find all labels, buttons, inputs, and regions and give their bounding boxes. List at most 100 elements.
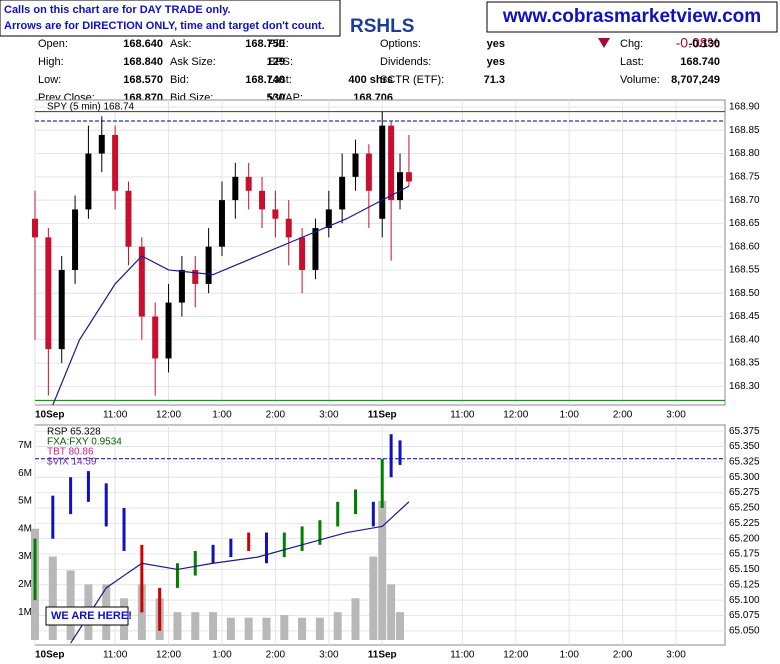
notice: Calls on this chart are for DAY TRADE on… — [4, 4, 231, 16]
y-tick-label: 168.80 — [729, 148, 760, 159]
volume-tick-label: 1M — [18, 607, 32, 618]
candle-body — [388, 125, 395, 201]
quote-label: Last: — [268, 74, 292, 86]
price-bar — [371, 501, 375, 527]
y-tick-label: 168.75 — [729, 171, 760, 182]
x-tick-label: 1:00 — [559, 650, 579, 659]
candle-body — [98, 134, 105, 154]
x-tick-label: 2:00 — [266, 410, 286, 421]
y-tick-label: 65.100 — [729, 595, 760, 606]
price-bar — [247, 532, 251, 551]
quote-value: 168.840 — [123, 56, 163, 68]
y-tick-label: 168.30 — [729, 381, 760, 392]
y-tick-label: 168.65 — [729, 218, 760, 229]
x-tick-label: 11:00 — [450, 650, 475, 659]
volume-bar — [333, 612, 342, 640]
moving-average — [52, 185, 410, 406]
price-bar — [318, 520, 322, 545]
quote-value: yes — [487, 56, 505, 68]
candle-body — [312, 228, 319, 270]
volume-bar — [209, 612, 218, 640]
volume-bar — [244, 617, 253, 640]
y-tick-label: 65.225 — [729, 518, 760, 529]
candle-body — [152, 316, 159, 359]
price-bar — [336, 501, 340, 527]
candle-body — [339, 176, 346, 210]
y-tick-label: 65.200 — [729, 533, 760, 544]
volume-tick-label: 2M — [18, 579, 32, 590]
y-tick-label: 65.125 — [729, 579, 760, 590]
quote-value: -0.130 — [689, 38, 720, 50]
volume-bar — [66, 570, 75, 640]
volume-tick-label: 6M — [18, 468, 32, 479]
volume-bar — [262, 617, 271, 640]
quote-value: 168.640 — [123, 38, 163, 50]
candle-body — [397, 172, 404, 201]
symbol-title: RSHLS — [350, 16, 414, 37]
volume-bar — [369, 556, 378, 640]
y-tick-label: 65.275 — [729, 487, 760, 498]
quote-label: Last: — [620, 56, 644, 68]
quote-value: 400 shrs — [348, 74, 393, 86]
price-bar — [389, 434, 393, 478]
volume-bar — [48, 556, 57, 640]
down-arrow — [598, 38, 610, 48]
site-box — [486, 1, 778, 33]
candle-body — [259, 190, 266, 210]
volume-bar — [351, 598, 360, 640]
legend-entry: RSP 65.328 — [47, 427, 101, 438]
notice: Arrows are for DIRECTION ONLY, time and … — [4, 20, 325, 32]
x-tick-label: 3:00 — [666, 650, 686, 659]
price-bar — [51, 495, 55, 539]
annotation-box — [45, 606, 129, 626]
volume-tick-label: 4M — [18, 523, 32, 534]
x-tick-label: 2:00 — [613, 650, 633, 659]
quote-label: Ask Size: — [170, 56, 216, 68]
x-tick-label: 10Sep — [35, 650, 64, 659]
price-bar — [140, 544, 144, 613]
annotation: WE ARE HERE! — [51, 610, 132, 622]
price-bar — [104, 483, 108, 527]
quote-value: 168.750 — [245, 38, 285, 50]
quote-label: P/E: — [268, 38, 289, 50]
y-tick-label: 168.60 — [729, 241, 760, 252]
candle-body — [379, 125, 386, 219]
candle-body — [325, 209, 332, 229]
quote-label: Dividends: — [380, 56, 431, 68]
candle-body — [72, 209, 79, 270]
notice-box — [0, 0, 341, 37]
quote-value: 168.740 — [680, 56, 720, 68]
x-tick-label: 3:00 — [666, 410, 686, 421]
y-tick-label: 168.70 — [729, 195, 760, 206]
quote-label: Bid: — [170, 74, 189, 86]
y-tick-label: 65.150 — [729, 564, 760, 575]
quote-value: yes — [487, 38, 505, 50]
candle-body — [299, 237, 306, 270]
y-tick-label: 65.350 — [729, 441, 760, 452]
price-bar — [122, 507, 126, 551]
candle-body — [192, 269, 199, 284]
candle-body — [58, 269, 65, 350]
quote-label: Volume: — [620, 74, 660, 86]
volume-bar — [280, 614, 289, 640]
candle-body — [245, 176, 252, 191]
volume-bar — [226, 617, 235, 640]
volume-bar — [173, 612, 182, 640]
volume-bar — [378, 500, 387, 640]
quote-label: EPS: — [268, 56, 293, 68]
volume-bar — [191, 612, 200, 640]
y-tick-label: 168.55 — [729, 265, 760, 276]
x-tick-label: 11:00 — [103, 650, 128, 659]
volume-bar — [298, 617, 307, 640]
x-tick-label: 3:00 — [319, 650, 339, 659]
y-tick-label: 168.45 — [729, 311, 760, 322]
price-bar — [354, 489, 358, 515]
volume-bar — [396, 612, 405, 640]
quote-value: 168.570 — [123, 74, 163, 86]
candle-body — [218, 200, 225, 247]
x-tick-label: 2:00 — [613, 410, 633, 421]
candle-body — [45, 237, 52, 350]
candle-body — [125, 190, 132, 247]
quote-label: Low: — [38, 74, 61, 86]
candle-body — [112, 134, 119, 191]
